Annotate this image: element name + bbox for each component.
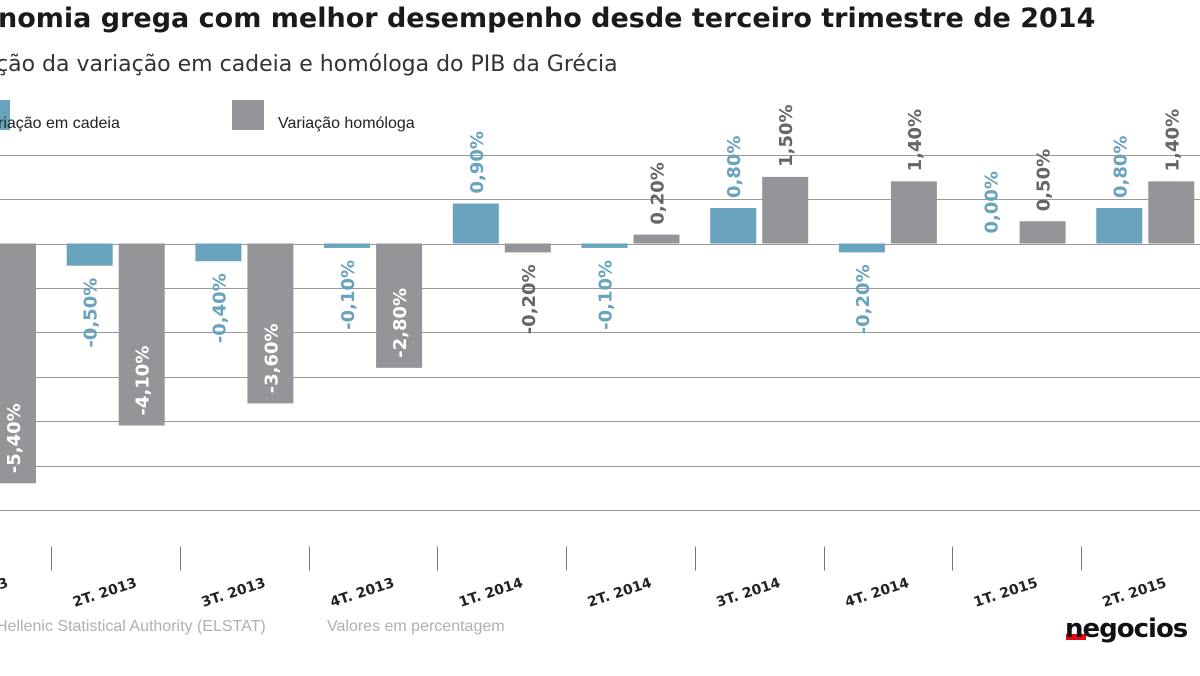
bar-series2: [118, 243, 165, 426]
bar-series1: [1096, 207, 1143, 244]
data-label-series2: 1,40%: [905, 109, 926, 171]
data-label-series1: 0,00%: [982, 171, 1003, 233]
data-label-series2: -5,40%: [4, 403, 25, 473]
legend-label-series2: Variação homóloga: [278, 115, 415, 132]
legend-swatch-series1: [0, 100, 10, 130]
data-label-series2: 1,50%: [776, 104, 797, 166]
x-tick-label: 4T. 2013: [328, 575, 396, 611]
x-tick-label: 2T. 2015: [1101, 575, 1169, 611]
gridlines: [0, 155, 1200, 511]
x-tick-label: 1T. 2015: [972, 575, 1040, 611]
data-label-series2: -3,60%: [261, 323, 282, 393]
logo-accent-mark: [1066, 634, 1086, 640]
chart-subtitle: ção da variação em cadeia e homóloga do …: [0, 52, 618, 77]
units-note: Valores em percentagem: [327, 618, 505, 635]
data-label-series2: 1,40%: [1162, 109, 1183, 171]
bar-series1: [710, 207, 757, 244]
data-label-series1: -0,20%: [853, 264, 874, 334]
data-label-series1: -0,50%: [81, 278, 102, 348]
x-tick-label: 2T. 2014: [586, 575, 654, 611]
x-axis: 13 2T. 2013 3T. 2013 4T. 2013 1T. 2014 2T. 20…: [0, 546, 1169, 611]
source-note: Hellenic Statistical Authority (ELSTAT): [0, 618, 266, 635]
data-label-series2: 0,50%: [1034, 149, 1055, 211]
data-label-series1: -0,40%: [209, 273, 230, 343]
bar-series2: [890, 181, 937, 244]
brand-logo: negocios: [1065, 614, 1189, 644]
data-label-series1: 0,80%: [1110, 136, 1131, 198]
x-tick-label: 3T. 2013: [200, 575, 268, 611]
data-label-series1: 0,90%: [467, 131, 488, 193]
bar-series1: [324, 243, 371, 248]
data-label-series2: -2,80%: [390, 288, 411, 358]
bar-series2: [247, 243, 294, 404]
bar-series2: [0, 243, 36, 484]
data-label-series1: 0,80%: [724, 136, 745, 198]
bar-series2: [376, 243, 423, 368]
legend-swatch-series2: [232, 100, 264, 130]
chart-title: nomia grega com melhor desempenho desde …: [0, 3, 1095, 34]
bar-series2: [1019, 221, 1066, 244]
bar-series2: [504, 243, 551, 253]
bar-series2: [633, 234, 680, 244]
data-labels: -5,40% -0,50% -4,10% -0,40% -3,60% -0,10% -2,8…: [4, 104, 1183, 473]
data-label-series1: -0,10%: [338, 260, 359, 330]
legend-label-series1: riação em cadeia: [0, 115, 120, 132]
data-label-series2: -4,10%: [133, 346, 154, 416]
x-tick-label: 3T. 2014: [714, 575, 782, 611]
x-tick-label: 1T. 2014: [457, 575, 525, 611]
footer: Hellenic Statistical Authority (ELSTAT) …: [0, 618, 505, 635]
bar-series1: [452, 203, 499, 244]
bar-series1: [66, 243, 113, 266]
bar-series1: [195, 243, 242, 262]
data-label-series2: 0,20%: [648, 162, 669, 224]
data-label-series1: -0,10%: [596, 260, 617, 330]
bar-series2: [762, 176, 809, 244]
x-tick-label: 2T. 2013: [71, 575, 139, 611]
logo-text: negocios: [1065, 614, 1188, 644]
data-label-series2: -0,20%: [519, 264, 540, 334]
bars: [0, 176, 1195, 484]
x-tick-label: 4T. 2014: [843, 575, 911, 611]
bar-series2: [1148, 181, 1195, 244]
bar-series1: [581, 243, 628, 248]
legend: riação em cadeia Variação homóloga: [0, 100, 415, 132]
x-tick-label: 13: [0, 575, 10, 596]
bar-series1: [838, 243, 885, 253]
